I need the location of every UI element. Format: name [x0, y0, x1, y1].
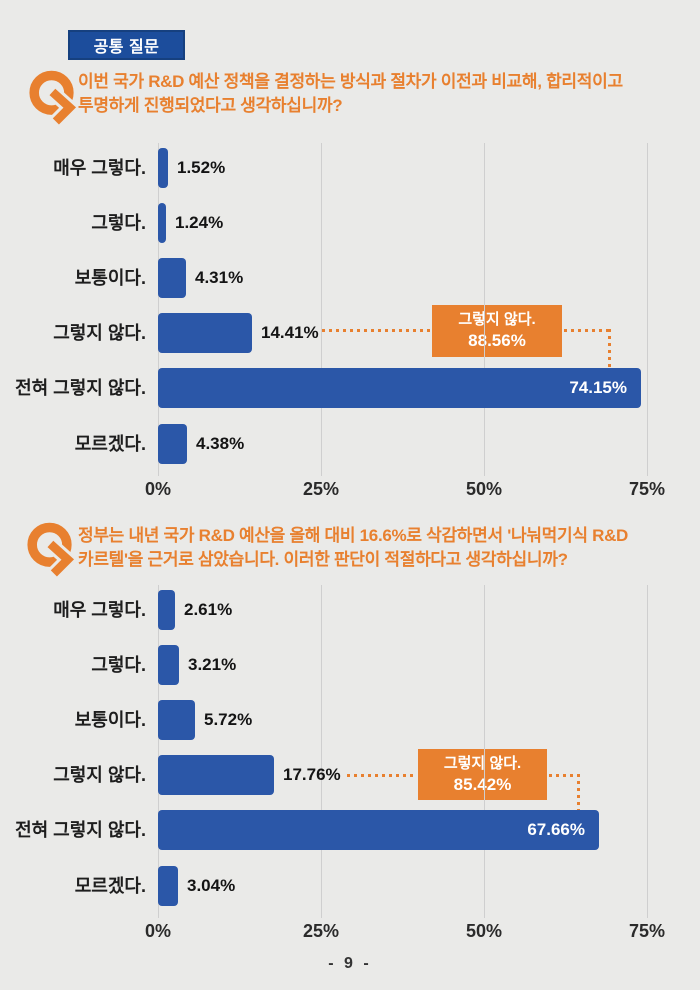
gridline [158, 143, 159, 476]
value-label: 5.72% [204, 710, 253, 729]
x-axis-tick-label: 50% [465, 921, 503, 941]
question-2-line-2: 카르텔'을 근거로 삼았습니다. 이러한 판단이 적절하다고 생각하십니까? [78, 550, 568, 569]
value-label: 1.52% [177, 158, 226, 177]
callout-1-leader-left [322, 329, 430, 332]
category-label: 매우 그렇다. [53, 158, 146, 178]
bar [158, 313, 252, 353]
category-label: 그렇다. [91, 655, 146, 675]
value-label: 14.41% [261, 323, 319, 342]
x-axis-tick-label: 0% [144, 921, 171, 941]
value-label: 74.15% [569, 378, 627, 397]
bar [158, 755, 274, 795]
value-label: 4.31% [195, 268, 244, 287]
bar [158, 203, 166, 243]
callout-disagree-total-2: 그렇지 않다. 85.42% [418, 749, 547, 800]
category-label: 전혀 그렇지 않다. [15, 378, 146, 398]
bar [158, 645, 179, 685]
gridline [321, 585, 322, 918]
x-axis-tick-label: 0% [144, 479, 171, 499]
callout-2-leader-right [549, 774, 580, 777]
page-number: - 9 - [328, 955, 372, 972]
callout-2-value: 85.42% [453, 775, 512, 794]
value-label: 3.04% [187, 876, 236, 895]
chart-question-2: 그렇지 않다. 85.42% 0% 25% 50% 75% 매우 그렇다. 2.61% 그렇… [0, 585, 700, 945]
bar [158, 590, 175, 630]
value-label: 67.66% [527, 820, 585, 839]
category-label: 전혀 그렇지 않다. [15, 820, 146, 840]
callout-1-label: 그렇지 않다. [458, 311, 536, 328]
x-axis-tick-label: 75% [628, 921, 666, 941]
x-axis-tick-label: 50% [465, 479, 503, 499]
question-1-line-2: 투명하게 진행되었다고 생각하십니까? [78, 96, 343, 115]
gridline [484, 143, 485, 476]
gridline [158, 585, 159, 918]
value-label: 2.61% [184, 600, 233, 619]
badge-label: 공통 질문 [93, 39, 160, 56]
question-1-text: 이번 국가 R&D 예산 정책을 결정하는 방식과 절차가 이전과 비교해, 합… [78, 70, 678, 118]
value-label: 17.76% [283, 765, 341, 784]
callout-1-leader-right [564, 329, 610, 332]
question-q-icon [27, 522, 79, 578]
x-axis-tick-label: 75% [628, 479, 666, 499]
common-question-badge: 공통 질문 [68, 30, 185, 60]
gridline [484, 585, 485, 918]
bar [158, 866, 178, 906]
value-label: 1.24% [175, 213, 224, 232]
bar [158, 810, 599, 850]
callout-2-leader-left [347, 774, 416, 777]
callout-1-leader-down [608, 329, 611, 368]
bar [158, 424, 187, 464]
category-label: 모르겠다. [74, 876, 146, 896]
gridline [647, 585, 648, 918]
callout-2-label: 그렇지 않다. [443, 755, 522, 772]
question-2-text: 정부는 내년 국가 R&D 예산을 올해 대비 16.6%로 삭감하면서 '나눠… [78, 524, 678, 572]
category-label: 그렇지 않다. [53, 323, 146, 343]
chart-question-1: 그렇지 않다. 88.56% 0% 25% 50% 75% 매우 그렇다. 1.52% 그렇… [0, 143, 700, 503]
gridline [647, 143, 648, 476]
x-axis-tick-label: 25% [302, 921, 340, 941]
callout-disagree-total-1: 그렇지 않다. 88.56% [432, 305, 562, 357]
question-1-line-1: 이번 국가 R&D 예산 정책을 결정하는 방식과 절차가 이전과 비교해, 합… [78, 72, 623, 91]
question-q-icon [29, 70, 81, 126]
bar [158, 368, 641, 408]
gridline [321, 143, 322, 476]
value-label: 3.21% [188, 655, 237, 674]
callout-1-value: 88.56% [468, 331, 526, 350]
category-label: 모르겠다. [74, 434, 146, 454]
bar [158, 258, 186, 298]
category-label: 보통이다. [74, 268, 146, 288]
question-2-line-1: 정부는 내년 국가 R&D 예산을 올해 대비 16.6%로 삭감하면서 '나눠… [78, 526, 629, 545]
callout-2-leader-down [577, 774, 580, 810]
x-axis-tick-label: 25% [302, 479, 340, 499]
bar [158, 148, 168, 188]
category-label: 보통이다. [74, 710, 146, 730]
category-label: 그렇다. [91, 213, 146, 233]
value-label: 4.38% [196, 434, 245, 453]
category-label: 그렇지 않다. [53, 765, 146, 785]
category-label: 매우 그렇다. [53, 600, 146, 620]
bar [158, 700, 195, 740]
